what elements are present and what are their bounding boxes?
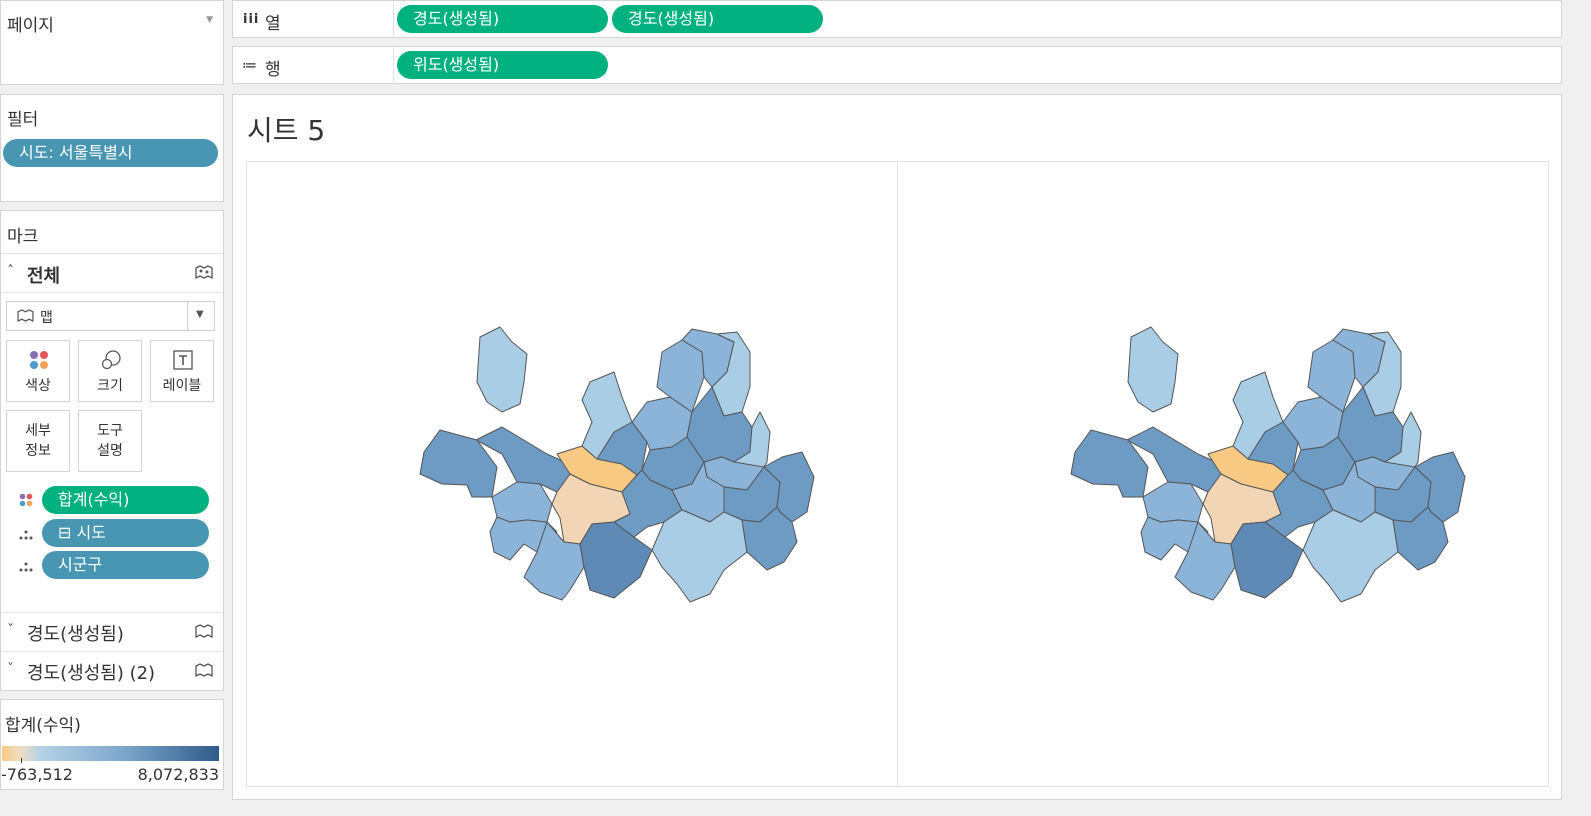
label-button-label: 레이블 [162,378,202,394]
detail-button-line1: 세부 [25,423,51,439]
field-pill-sido[interactable]: ⊟ 시도 [42,519,209,547]
district-region[interactable] [1174,521,1236,601]
chevron-down-icon: ▼ [196,309,204,320]
marks-title: 마크 [7,227,39,247]
divider [393,1,394,37]
legend-title: 합계(수익) [5,716,81,736]
divider [1,651,223,652]
district-region[interactable] [419,429,498,498]
mark-type-label: 맵 [40,310,53,326]
pages-card: 페이지 ▼ [0,0,224,85]
district-region[interactable] [741,506,798,571]
filters-card: 필터 시도: 서울특별시 [0,94,224,202]
text-label-icon [173,350,193,370]
map-icon [195,663,213,677]
tooltip-button[interactable]: 도구 설명 [78,410,142,472]
rows-pill-latitude[interactable]: 위도(생성됨) [397,51,608,79]
filters-title: 필터 [7,110,39,130]
divider [1,612,223,613]
rows-shelf-label: 행 [265,60,281,80]
district-region[interactable] [1127,326,1179,413]
district-region[interactable] [613,469,683,538]
color-button[interactable]: 색상 [6,340,70,402]
size-button-label: 크기 [97,378,123,394]
marks-section-longitude-1[interactable]: 경도(생성됨) [27,624,124,645]
size-circles-icon [101,350,121,370]
seoul-map-left[interactable] [247,162,899,788]
legend-max-label: 8,072,833 [137,765,219,784]
detail-dots-icon [19,562,33,572]
mark-type-dropdown[interactable]: 맵 ▼ [6,301,215,331]
columns-shelf-label: 열 [265,14,281,34]
columns-pill-longitude-1[interactable]: 경도(생성됨) [397,5,608,33]
sheet-view: 시트 5 [232,94,1562,800]
columns-pill-longitude-2[interactable]: 경도(생성됨) [612,5,823,33]
map-icon [195,624,213,638]
district-region[interactable] [1264,469,1334,538]
map-pane-right[interactable] [897,161,1549,787]
label-button[interactable]: 레이블 [150,340,214,402]
sheet-title: 시트 5 [247,114,326,147]
legend-min-label: -763,512 [1,765,73,784]
chevron-down-icon[interactable]: ˇ [7,623,14,639]
color-button-label: 색상 [25,378,51,394]
columns-icon: iii [243,12,260,27]
map-pane-left[interactable] [246,161,898,787]
district-region[interactable] [1232,371,1284,460]
chevron-up-icon[interactable]: ˆ [7,264,14,280]
marks-section-all[interactable]: 전체 [27,266,61,287]
pages-dropdown-icon[interactable]: ▼ [206,15,213,25]
district-region[interactable] [491,481,553,523]
district-region[interactable] [1302,509,1399,603]
district-region[interactable] [1392,506,1449,571]
field-pill-sigungu[interactable]: 시군구 [42,551,209,579]
color-dots-icon [19,493,33,507]
district-region[interactable] [476,326,528,413]
filter-pill-sido[interactable]: 시도: 서울특별시 [3,139,218,167]
divider [1,292,223,293]
marks-section-longitude-2[interactable]: 경도(생성됨) (2) [27,663,156,684]
legend-gradient-bar[interactable] [2,746,219,761]
chevron-down-icon[interactable]: ˇ [7,662,14,678]
map-icon [17,309,34,322]
dropdown-button[interactable]: ▼ [187,302,214,330]
color-dots-icon [30,351,48,369]
district-region[interactable] [579,521,653,599]
marks-card: 마크 ˆ 전체 맵 ▼ 색상 크기 레이블 [0,210,224,691]
size-button[interactable]: 크기 [78,340,142,402]
color-legend-card: 합계(수익) -763,512 8,072,833 [0,699,224,790]
district-region[interactable] [763,451,815,523]
legend-zero-tick [21,758,22,763]
tooltip-button-line2: 설명 [97,443,123,459]
district-region[interactable] [1142,481,1204,523]
district-region[interactable] [1414,451,1466,523]
detail-dots-icon [19,530,33,540]
district-region[interactable] [581,371,633,460]
pages-title: 페이지 [7,16,54,36]
rows-icon: ≔ [242,56,257,74]
district-region[interactable] [523,521,585,601]
divider [393,47,394,83]
district-region[interactable] [651,509,748,603]
field-pill-profit-sum[interactable]: 합계(수익) [42,486,209,514]
divider [1,253,223,254]
seoul-map-right[interactable] [898,162,1550,788]
map-icon [195,265,213,279]
detail-button-line2: 정보 [25,443,51,459]
tooltip-button-line1: 도구 [97,423,123,439]
detail-button[interactable]: 세부 정보 [6,410,70,472]
district-region[interactable] [1230,521,1304,599]
district-region[interactable] [1070,429,1149,498]
